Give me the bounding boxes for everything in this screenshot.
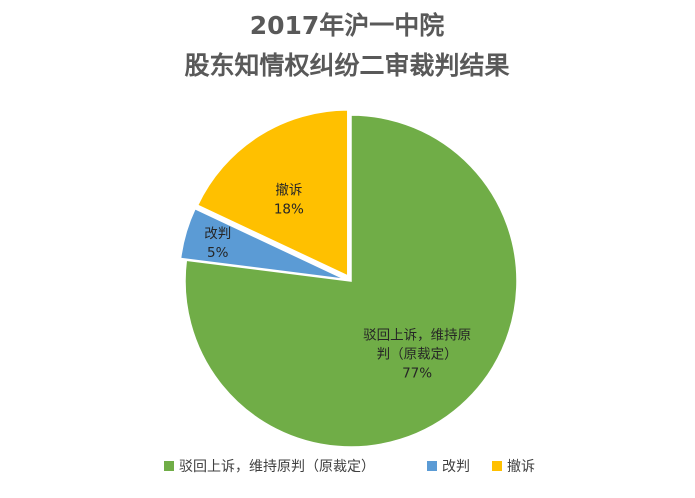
slice-name-label-3: 撤诉 [275, 182, 302, 198]
slice-name-label-2: 改判 [204, 226, 231, 242]
slice-value-label-3: 18% [274, 201, 304, 217]
pie-slice-3 [196, 109, 349, 278]
slice-labels: 驳回上诉，维持原判（原裁定） 77% 改判 5% 撤诉 18% [204, 182, 471, 381]
slice-name-label-1: 判（原裁定） [377, 346, 458, 362]
legend-swatch-2 [427, 461, 437, 471]
legend-swatch-1 [164, 461, 174, 471]
slice-value-label-1: 77% [402, 365, 432, 381]
legend-label-2: 改判 [442, 459, 470, 475]
chart-title-line-2: 股东知情权纠纷二审裁判结果 [184, 51, 509, 80]
pie-slice-1 [184, 114, 518, 448]
pie-slice-2 [179, 207, 346, 281]
legend-label-3: 撤诉 [507, 459, 535, 475]
legend: 驳回上诉，维持原判（原裁定） 改判 撤诉 [164, 459, 535, 475]
chart-title-line-1: 2017年沪一中院 [250, 11, 445, 40]
slice-value-label-2: 5% [207, 245, 229, 261]
legend-swatch-3 [492, 461, 502, 471]
slice-name-label-1: 驳回上诉，维持原 [363, 327, 471, 343]
legend-label-1: 驳回上诉，维持原判（原裁定） [179, 459, 375, 475]
pie-slices [179, 109, 518, 448]
